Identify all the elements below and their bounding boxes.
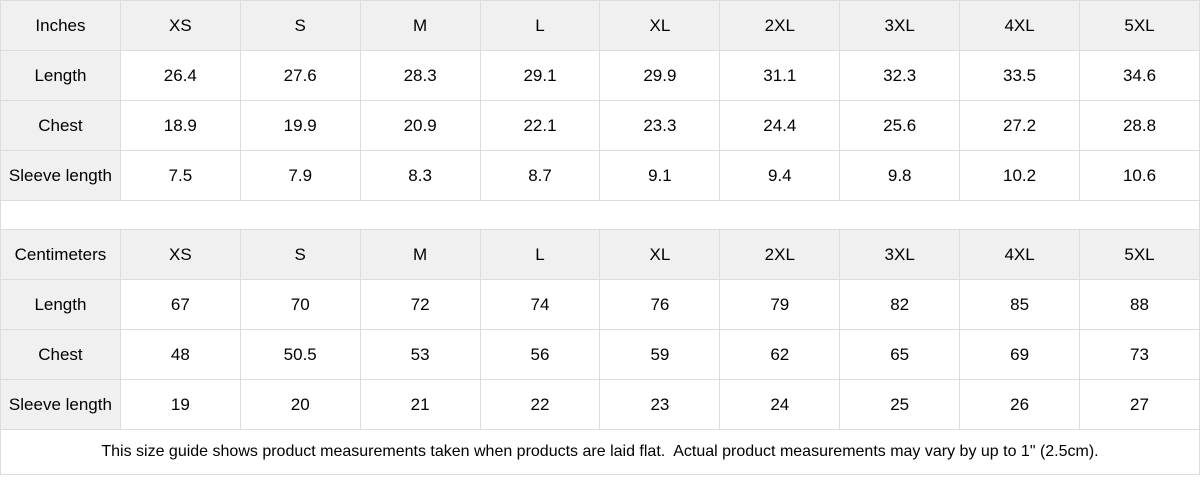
value-cell: 27 [1079,379,1200,430]
value-cell: 74 [479,279,601,330]
value-cell: 56 [479,329,601,380]
size-header-cell: XS [119,0,241,51]
measurement-row: Sleeve length 7.5 7.9 8.3 8.7 9.1 9.4 9.8 10.2 10… [0,150,1200,201]
value-cell: 26 [959,379,1081,430]
value-cell: 85 [959,279,1081,330]
value-cell: 10.6 [1079,150,1200,201]
value-cell: 18.9 [119,100,241,151]
value-cell: 9.1 [599,150,721,201]
row-label-cell: Length [0,50,121,101]
row-label-cell: Chest [0,100,121,151]
size-header-cell: XL [599,229,721,280]
measurement-row: Chest 18.9 19.9 20.9 22.1 23.3 24.4 25.6 27.2 28.… [0,100,1200,151]
value-cell: 48 [119,329,241,380]
value-cell: 70 [239,279,361,330]
header-row: Inches XS S M L XL 2XL 3XL 4XL 5XL [0,0,1200,51]
measurement-note: This size guide shows product measuremen… [0,430,1200,475]
value-cell: 7.9 [239,150,361,201]
row-label-cell: Sleeve length [0,150,121,201]
size-header-cell: 4XL [959,229,1081,280]
value-cell: 9.4 [719,150,841,201]
size-header-cell: 2XL [719,0,841,51]
value-cell: 8.7 [479,150,601,201]
size-header-cell: 5XL [1079,229,1200,280]
value-cell: 29.1 [479,50,601,101]
size-header-cell: S [239,0,361,51]
value-cell: 67 [119,279,241,330]
value-cell: 32.3 [839,50,961,101]
value-cell: 28.8 [1079,100,1200,151]
unit-label-cell: Centimeters [0,229,121,280]
measurement-row: Chest 48 50.5 53 56 59 62 65 69 73 [0,329,1200,380]
row-label-cell: Chest [0,329,121,380]
size-header-cell: XS [119,229,241,280]
size-header-cell: 3XL [839,229,961,280]
value-cell: 20.9 [359,100,481,151]
size-header-cell: 2XL [719,229,841,280]
value-cell: 34.6 [1079,50,1200,101]
value-cell: 22 [479,379,601,430]
value-cell: 29.9 [599,50,721,101]
value-cell: 65 [839,329,961,380]
size-header-cell: S [239,229,361,280]
value-cell: 24 [719,379,841,430]
measurement-row: Length 26.4 27.6 28.3 29.1 29.9 31.1 32.3 33.5 34… [0,50,1200,101]
value-cell: 31.1 [719,50,841,101]
size-header-cell: 3XL [839,0,961,51]
value-cell: 23.3 [599,100,721,151]
size-header-cell: L [479,0,601,51]
size-header-cell: 5XL [1079,0,1200,51]
value-cell: 72 [359,279,481,330]
value-cell: 73 [1079,329,1200,380]
value-cell: 24.4 [719,100,841,151]
size-header-cell: 4XL [959,0,1081,51]
unit-label-cell: Inches [0,0,121,51]
row-label-cell: Length [0,279,121,330]
size-header-cell: M [359,229,481,280]
value-cell: 20 [239,379,361,430]
value-cell: 22.1 [479,100,601,151]
value-cell: 27.2 [959,100,1081,151]
value-cell: 10.2 [959,150,1081,201]
value-cell: 25.6 [839,100,961,151]
value-cell: 79 [719,279,841,330]
value-cell: 23 [599,379,721,430]
size-table-centimeters: Centimeters XS S M L XL 2XL 3XL 4XL 5XL Length 67 70… [0,229,1200,430]
value-cell: 82 [839,279,961,330]
size-header-cell: M [359,0,481,51]
row-label-cell: Sleeve length [0,379,121,430]
value-cell: 88 [1079,279,1200,330]
value-cell: 33.5 [959,50,1081,101]
size-header-cell: XL [599,0,721,51]
value-cell: 53 [359,329,481,380]
measurement-row: Sleeve length 19 20 21 22 23 24 25 26 27 [0,379,1200,430]
size-header-cell: L [479,229,601,280]
value-cell: 19.9 [239,100,361,151]
value-cell: 27.6 [239,50,361,101]
measurement-row: Length 67 70 72 74 76 79 82 85 88 [0,279,1200,330]
value-cell: 9.8 [839,150,961,201]
value-cell: 26.4 [119,50,241,101]
value-cell: 62 [719,329,841,380]
value-cell: 8.3 [359,150,481,201]
size-table-inches: Inches XS S M L XL 2XL 3XL 4XL 5XL Length 26.4 27.6 2… [0,0,1200,201]
value-cell: 28.3 [359,50,481,101]
value-cell: 25 [839,379,961,430]
value-cell: 7.5 [119,150,241,201]
value-cell: 59 [599,329,721,380]
value-cell: 21 [359,379,481,430]
header-row: Centimeters XS S M L XL 2XL 3XL 4XL 5XL [0,229,1200,280]
value-cell: 50.5 [239,329,361,380]
value-cell: 69 [959,329,1081,380]
value-cell: 19 [119,379,241,430]
table-spacer [0,201,1200,229]
value-cell: 76 [599,279,721,330]
